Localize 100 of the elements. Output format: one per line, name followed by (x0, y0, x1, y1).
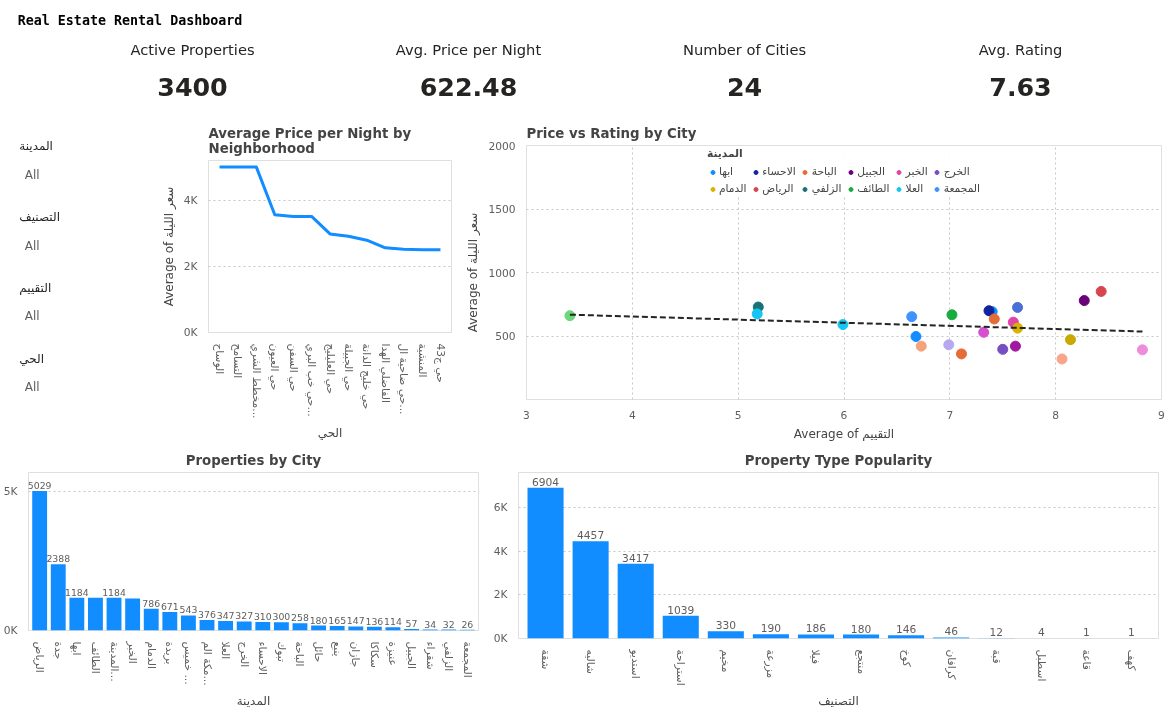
bar (236, 621, 252, 631)
y-axis-title: Average of سعر الليلة (466, 212, 482, 333)
x-tick-label: حي العيون (268, 343, 282, 391)
data-label: 180 (309, 614, 328, 626)
data-label: 3417 (622, 551, 650, 565)
legend-label: المجمعة (943, 182, 981, 195)
x-tick-label: الرياض (33, 641, 47, 673)
data-label: 4457 (577, 529, 605, 543)
point (751, 308, 763, 320)
text: All (24, 309, 40, 324)
bar (797, 634, 834, 639)
text: Avg. Price per Night (395, 41, 542, 59)
x-tick-label: 3 (523, 408, 530, 422)
data-label: 147 (346, 615, 365, 627)
x-tick-label: 6 (840, 408, 848, 422)
point (943, 339, 955, 351)
x-tick-label: الباحة (293, 641, 307, 667)
x-tick-label: التسامح (231, 343, 245, 379)
y-tick-label: 5K (3, 485, 19, 499)
x-tick-label: حي ضاحية ال... (397, 343, 411, 415)
data-label: 32 (442, 618, 455, 630)
point (906, 311, 918, 323)
legend-label: الدمام (718, 182, 747, 195)
bar (572, 541, 609, 639)
text: 622.48 (419, 72, 518, 103)
x-tick-label: عنيزة (386, 641, 400, 666)
x-tick-label: 8 (1052, 408, 1060, 422)
x-tick-label: تبوك (274, 641, 288, 662)
x-tick-label: قبة (989, 649, 1003, 664)
point (946, 309, 958, 321)
x-tick-label: حي خب البري... (305, 343, 319, 417)
y-tick-label: 4K (493, 544, 509, 558)
point (1009, 340, 1021, 352)
x-tick-label: جازان (349, 641, 363, 668)
x-tick-label: حي ج43 (433, 343, 447, 383)
legend-label: الجبيل (857, 165, 885, 178)
data-label: 1 (1083, 626, 1090, 640)
bar (162, 611, 178, 631)
x-tick-label: فيلا (809, 649, 823, 665)
legend-label: الرياض (762, 182, 794, 195)
x-axis-title: التصنيف (818, 693, 859, 708)
text: 7.63 (989, 72, 1052, 103)
x-tick-label: الاحساء (256, 641, 270, 675)
y-tick-label: 0K (183, 326, 199, 339)
x-tick-label: مزرعة (764, 649, 778, 679)
legend-label: الخرج (943, 165, 970, 178)
x-tick-label: كرافان (944, 649, 958, 681)
y-tick-label: 500 (495, 330, 516, 343)
data-label: 146 (895, 623, 917, 637)
point (978, 326, 990, 338)
x-axis-title: Average of التقييم (793, 426, 895, 441)
text: 3400 (157, 72, 228, 103)
x-tick-label: حي خليج الدانة (360, 343, 374, 410)
data-label: 6904 (531, 475, 560, 489)
data-label: 327 (235, 610, 254, 622)
data-label: 671 (160, 600, 179, 612)
data-label: 330 (715, 619, 737, 633)
point (1056, 353, 1068, 365)
x-tick-label: خميس ... (181, 641, 195, 685)
bar (292, 623, 308, 631)
legend-label: الطائف (857, 182, 890, 195)
x-tick-label: شقراء (423, 641, 437, 670)
data-label: 46 (944, 625, 959, 639)
x-tick-label: اسطبل (1034, 649, 1048, 682)
x-tick-label: الفاضلي الهدا (378, 343, 392, 403)
data-label: 34 (424, 618, 437, 630)
bar (69, 597, 85, 631)
data-label: 114 (384, 616, 402, 628)
x-tick-label: مخطط الشري... (249, 343, 263, 419)
x-tick-label: استراحة (674, 649, 688, 686)
x-tick-label: كهف (1124, 649, 1138, 672)
x-tick-label: 4 (628, 408, 636, 422)
x-tick-label: 5 (734, 408, 742, 422)
bar (143, 608, 159, 631)
x-axis-title: المدينة (236, 693, 271, 708)
x-tick-label: ابها (70, 641, 84, 656)
x-tick-label: حي السفن (286, 343, 300, 392)
chart-title: Properties by City (185, 452, 322, 468)
x-tick-label: الزلفي (442, 641, 456, 672)
data-label: 543 (179, 604, 198, 616)
bar (218, 620, 234, 631)
point (1064, 334, 1076, 346)
text: All (24, 380, 40, 395)
bar (88, 597, 103, 631)
point (1136, 344, 1148, 356)
data-label: 4 (1037, 626, 1045, 640)
x-tick-label: بريدة (163, 641, 177, 665)
text: المدينة (19, 139, 53, 154)
y-tick-label: 0K (493, 632, 509, 645)
bar (125, 598, 141, 631)
y-axis-title: Average of سعر الليلة (161, 186, 177, 307)
bar (199, 620, 215, 631)
x-tick-label: حي الجبيلة (341, 343, 355, 392)
legend-label: الاحساء (762, 165, 796, 178)
legend-label: الخبر (905, 165, 928, 178)
x-tick-label: شقة (539, 649, 553, 670)
text: All (24, 167, 40, 182)
y-tick-label: 0K (3, 624, 19, 637)
x-tick-label: 7 (946, 408, 954, 422)
bar (32, 491, 48, 631)
